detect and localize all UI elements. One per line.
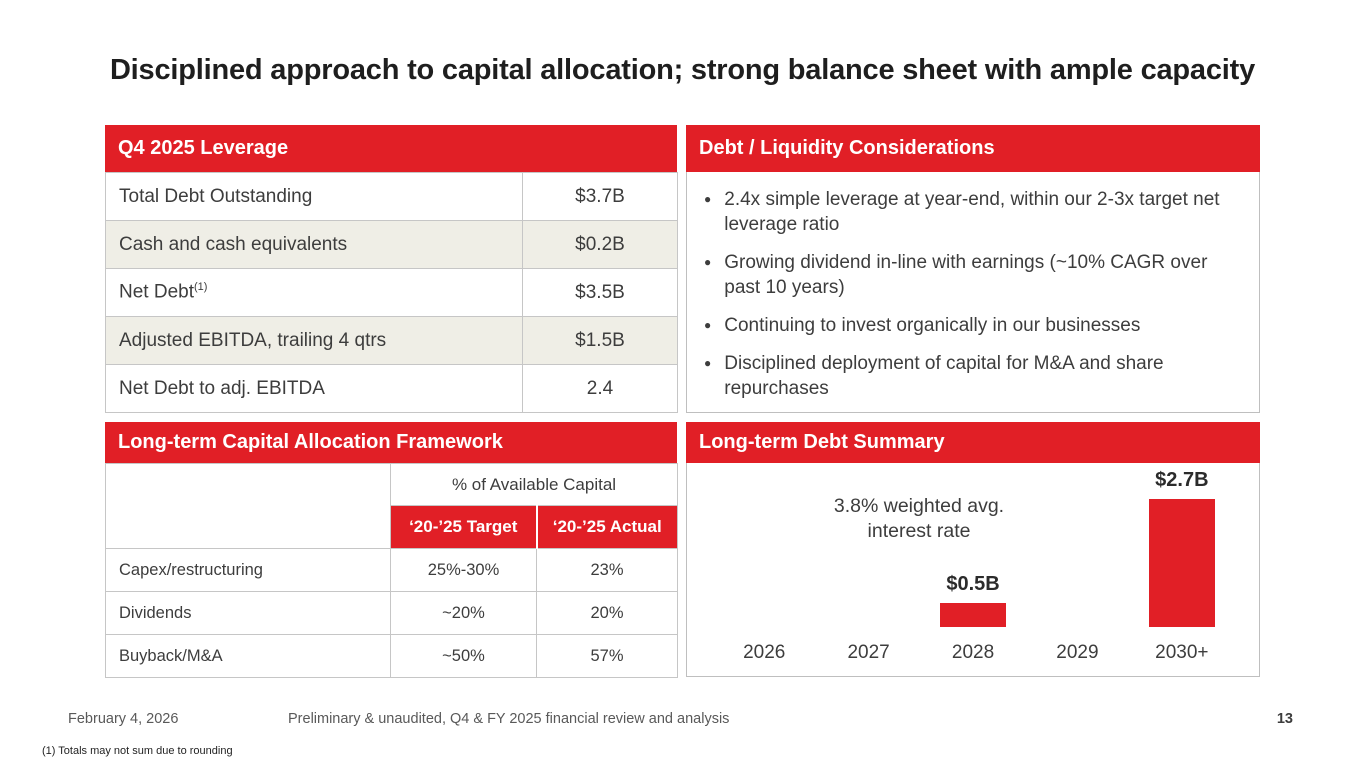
framework-panel-header: Long-term Capital Allocation Framework	[105, 422, 677, 463]
footer-date: February 4, 2026	[68, 711, 179, 727]
page-number: 13	[1276, 711, 1293, 727]
considerations-panel-header: Debt / Liquidity Considerations	[686, 125, 1260, 172]
bar-value-label: $2.7B	[1155, 469, 1209, 491]
framework-row-label: Buyback/M&A	[105, 634, 391, 678]
framework-group-row: % of Available Capital	[105, 463, 678, 549]
framework-table: % of Available Capital ‘20-’25 Target ‘2…	[105, 463, 678, 678]
chart-column: 2027	[816, 463, 920, 676]
framework-actual-header: ‘20-’25 Actual	[535, 505, 678, 549]
considerations-bullet-list: ● 2.4x simple leverage at year-end, withi…	[686, 172, 1260, 413]
considerations-panel: Debt / Liquidity Considerations ● 2.4x si…	[686, 125, 1260, 413]
bullet-marker-icon: ●	[704, 255, 712, 269]
consideration-bullet: ● 2.4x simple leverage at year-end, withi…	[704, 187, 1241, 237]
framework-row-label: Capex/restructuring	[105, 548, 391, 592]
footnote: (1) Totals may not sum due to rounding	[42, 745, 233, 757]
debt-summary-panel-header: Long-term Debt Summary	[686, 422, 1260, 463]
bullet-text: Growing dividend in-line with earnings (…	[724, 252, 1208, 298]
leverage-row: Adjusted EBITDA, trailing 4 qtrs $1.5B	[105, 316, 678, 365]
framework-row: Capex/restructuring 25%-30% 23%	[105, 548, 678, 592]
leverage-row: Total Debt Outstanding $3.7B	[105, 172, 678, 221]
bullet-marker-icon: ●	[704, 356, 712, 370]
leverage-panel: Q4 2025 Leverage Total Debt Outstanding $…	[105, 125, 678, 413]
debt-maturity-bar-chart: 3.8% weighted avg. interest rate 2026 202…	[686, 463, 1260, 677]
leverage-panel-header: Q4 2025 Leverage	[105, 125, 677, 172]
leverage-row-label: Net Debt(1)	[105, 268, 523, 317]
leverage-row: Net Debt(1) $3.5B	[105, 268, 678, 317]
debt-summary-panel: Long-term Debt Summary 3.8% weighted avg…	[686, 422, 1260, 677]
x-axis-tick-label: 2027	[847, 642, 890, 663]
framework-row-actual: 20%	[536, 591, 678, 635]
bullet-marker-icon: ●	[704, 192, 712, 206]
framework-empty-cell	[105, 463, 391, 549]
chart-column: $2.7B 2030+	[1130, 463, 1234, 676]
x-axis-tick-label: 2028	[951, 642, 995, 663]
x-axis-tick-label: 2026	[743, 642, 786, 663]
leverage-row-value: $3.5B	[522, 268, 678, 317]
leverage-row-value: $1.5B	[522, 316, 678, 365]
framework-row: Dividends ~20% 20%	[105, 591, 678, 635]
bullet-text: Disciplined deployment of capital for M&…	[724, 353, 1164, 399]
leverage-row-value: $0.2B	[522, 220, 678, 269]
annotation-line-1: 3.8% weighted avg.	[833, 495, 1005, 517]
leverage-row: Cash and cash equivalents $0.2B	[105, 220, 678, 269]
annotation-line-2: interest rate	[867, 520, 971, 542]
framework-row-target: 25%-30%	[390, 548, 537, 592]
framework-group-header: % of Available Capital	[390, 463, 678, 506]
leverage-table: Total Debt Outstanding $3.7B Cash and cash…	[105, 172, 678, 413]
framework-row-label: Dividends	[105, 591, 391, 635]
leverage-row-label: Adjusted EBITDA, trailing 4 qtrs	[105, 316, 523, 365]
leverage-row-value: $3.7B	[522, 172, 678, 221]
leverage-row-label: Total Debt Outstanding	[105, 172, 523, 221]
framework-row: Buyback/M&A ~50% 57%	[105, 634, 678, 678]
footer-disclaimer: Preliminary & unaudited, Q4 & FY 2025 fi…	[288, 711, 730, 727]
chart-column: 2029	[1025, 463, 1129, 676]
framework-row-actual: 23%	[536, 548, 678, 592]
interest-rate-annotation: 3.8% weighted avg. interest rate	[799, 494, 1039, 544]
bar-value-label: $0.5B	[946, 573, 1000, 595]
bullet-text: Continuing to invest organically in our …	[724, 315, 1141, 336]
x-axis-tick-label: 2029	[1056, 642, 1099, 663]
framework-row-target: ~50%	[390, 634, 537, 678]
leverage-row-label: Net Debt to adj. EBITDA	[105, 364, 523, 413]
x-axis-tick-label: 2030+	[1155, 642, 1209, 663]
chart-column: 2026	[712, 463, 816, 676]
consideration-bullet: ● Growing dividend in-line with earnings …	[704, 250, 1241, 300]
consideration-bullet: ● Disciplined deployment of capital for M…	[704, 351, 1241, 401]
bullet-text: 2.4x simple leverage at year-end, within…	[724, 189, 1220, 235]
chart-column: $0.5B 2028	[921, 463, 1025, 676]
leverage-row: Net Debt to adj. EBITDA 2.4	[105, 364, 678, 413]
framework-row-target: ~20%	[390, 591, 537, 635]
framework-panel: Long-term Capital Allocation Framework %…	[105, 422, 678, 678]
debt-bar	[1148, 499, 1215, 627]
leverage-row-label: Cash and cash equivalents	[105, 220, 523, 269]
framework-row-actual: 57%	[536, 634, 678, 678]
framework-subheader-row: ‘20-’25 Target ‘20-’25 Actual	[106, 505, 678, 549]
debt-bar	[940, 603, 1007, 627]
bullet-marker-icon: ●	[704, 318, 712, 332]
slide-title: Disciplined approach to capital allocati…	[109, 54, 1256, 86]
consideration-bullet: ● Continuing to invest organically in our…	[704, 313, 1241, 338]
leverage-row-value: 2.4	[522, 364, 678, 413]
framework-target-header: ‘20-’25 Target	[390, 505, 537, 549]
